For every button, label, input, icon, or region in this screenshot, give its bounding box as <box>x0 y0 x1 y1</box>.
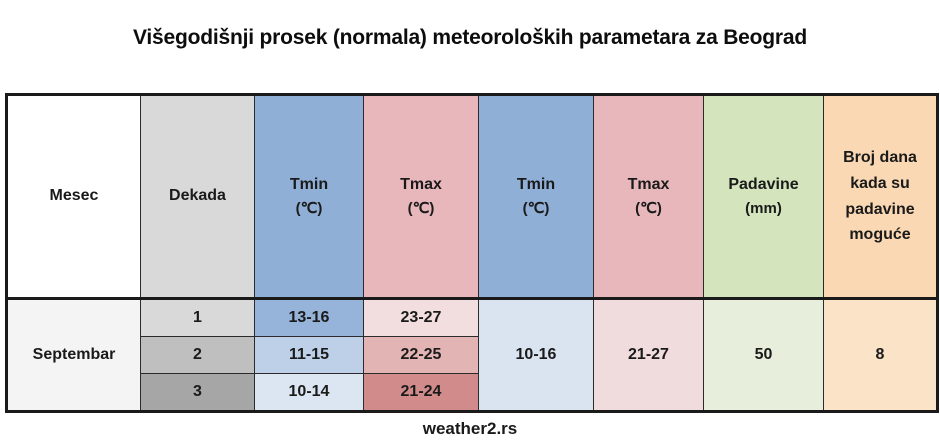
cell-tmin-dekada: 11-15 <box>254 336 364 374</box>
header-unit-padavine: (mm) <box>745 200 782 218</box>
header-unit-tmin-dekadni: (℃) <box>295 200 323 218</box>
header-cell-padavine: Padavine (mm) <box>703 92 824 301</box>
table-row: Septembar 1 13-16 23-27 10-16 21-27 50 8 <box>5 298 939 413</box>
cell-dekada: 1 <box>140 298 255 338</box>
cell-tmin-dekada: 10-14 <box>254 372 364 414</box>
page-title: Višegodišnji prosek (normala) meteorološ… <box>133 26 807 49</box>
header-cell-dekada: Dekada <box>140 92 255 301</box>
header-label-tmin-dekadni: Tmin <box>289 175 329 193</box>
header-cell-tmax-mesecni: Tmax (℃) <box>593 92 704 301</box>
header-label-broj-dana: Broj dana kada su padavine moguće <box>843 148 917 244</box>
table-row: 3 10-14 21-24 <box>7 372 938 414</box>
header-cell-tmin-mesecni: Tmin (℃) <box>478 92 594 301</box>
header-cell-broj-dana: Broj dana kada su padavine moguće <box>823 92 939 301</box>
cell-tmin-monthly: 10-16 <box>478 298 594 413</box>
header-unit-tmin-mesecni: (℃) <box>522 200 550 218</box>
header-label-tmin-mesecni: Tmin <box>516 175 556 193</box>
cell-month-name: Septembar <box>5 298 141 413</box>
cell-tmax-dekada: 21-24 <box>363 372 479 414</box>
header-unit-tmax-dekadni: (℃) <box>407 200 435 218</box>
header-label-mesec: Mesec <box>49 187 99 205</box>
cell-padavine-monthly: 50 <box>703 298 824 413</box>
cell-dekada: 2 <box>140 336 255 374</box>
cell-tmax-monthly: 21-27 <box>593 298 704 413</box>
cell-tmax-dekada: 23-27 <box>363 298 479 338</box>
header-label-dekada: Dekada <box>169 187 226 205</box>
header-cell-tmin-dekadni: Tmin (℃) <box>254 92 364 301</box>
header-cell-mesec: Mesec <box>5 92 141 301</box>
table-header-row: Mesec Dekada Tmin (℃) Tmax (℃) Tmin (℃) <box>5 92 939 301</box>
cell-dekada: 3 <box>140 372 255 414</box>
cell-tmax-dekada: 22-25 <box>363 336 479 374</box>
weather-normals-table: Mesec Dekada Tmin (℃) Tmax (℃) Tmin (℃) <box>5 92 939 414</box>
header-label-padavine: Padavine <box>728 175 799 193</box>
cell-broj-dana-monthly: 8 <box>823 298 939 413</box>
footer-attribution: weather2.rs <box>422 419 518 438</box>
header-unit-tmax-mesecni: (℃) <box>635 200 662 218</box>
table-row: 2 11-15 22-25 <box>7 336 938 374</box>
header-label-tmax-dekadni: Tmax <box>400 175 442 193</box>
header-cell-tmax-dekadni: Tmax (℃) <box>363 92 479 301</box>
cell-tmin-dekada: 13-16 <box>254 298 364 338</box>
weather-normals-table-wrapper: Mesec Dekada Tmin (℃) Tmax (℃) Tmin (℃) <box>5 92 939 414</box>
header-label-tmax-mesecni: Tmax <box>627 175 670 193</box>
